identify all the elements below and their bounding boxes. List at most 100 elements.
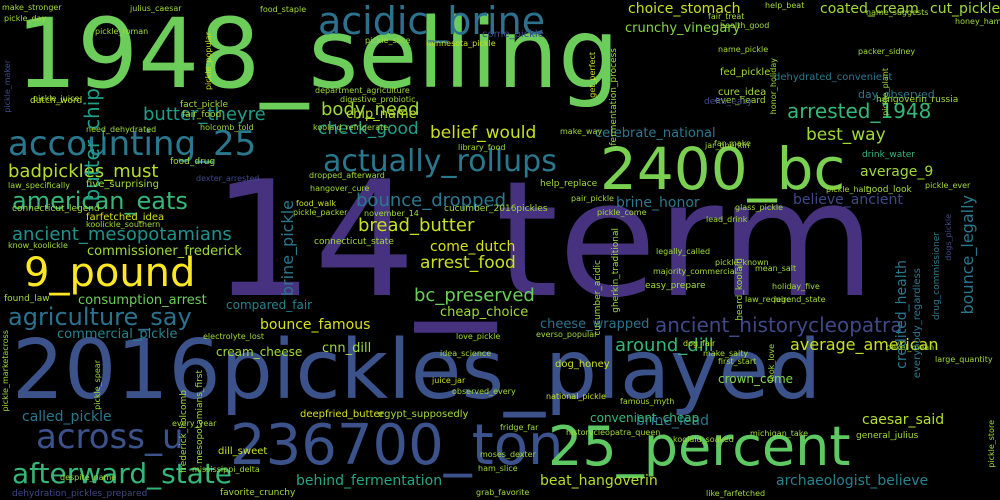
word: accounting_25 xyxy=(8,124,257,164)
word: holiday_five xyxy=(772,282,820,291)
word: hangover_cure xyxy=(310,184,370,193)
word: commercial_pickle xyxy=(57,327,178,342)
word: pickle_half xyxy=(826,185,869,194)
word: look_love xyxy=(767,344,776,382)
word: pickle_known xyxy=(715,258,769,267)
word: commissioner_frederick xyxy=(87,244,242,259)
word: beat_hangoverin xyxy=(540,473,658,489)
word: good_look xyxy=(866,185,912,195)
word: cucumber_2016pickles xyxy=(444,204,548,214)
word: dog_honey xyxy=(555,359,610,370)
word: moses_dexter xyxy=(480,450,536,459)
word: pickle_packer xyxy=(293,208,348,217)
word: everybody_regardless xyxy=(912,268,923,379)
word: brine_lead xyxy=(636,413,709,429)
word: cut_pickle xyxy=(930,1,1000,17)
word: far_make xyxy=(714,139,751,148)
word: make_way xyxy=(560,127,603,136)
word: favorite_crunchy xyxy=(220,488,296,498)
word: mean_salt xyxy=(755,264,797,273)
word: name_suggests xyxy=(866,8,929,17)
word: food_walk xyxy=(296,199,336,208)
word: caesar_said xyxy=(862,412,945,428)
word: food_staple xyxy=(260,5,307,14)
word: credited_health xyxy=(894,260,910,369)
word: frederick_holcomb xyxy=(179,390,189,473)
word: come_dutch xyxy=(430,239,516,255)
word: american_eats xyxy=(12,187,188,215)
word: idea_science xyxy=(440,349,492,358)
word: pickle_store xyxy=(987,420,996,468)
word: around_dill xyxy=(615,335,714,356)
word: fridge_far xyxy=(500,423,539,432)
word: pickle_slice xyxy=(365,36,411,45)
word: coated_cream xyxy=(820,1,919,17)
word: belief_would xyxy=(430,123,537,143)
word: pickle_marketacross xyxy=(1,330,10,412)
word: fair_treat xyxy=(708,12,745,21)
word: dexter_arrested xyxy=(196,174,260,183)
word: brine_honor xyxy=(616,195,700,211)
word: minnesota_pickle xyxy=(426,39,496,48)
word: 236700_ton xyxy=(230,413,564,478)
word: jar_gherkin xyxy=(705,141,750,150)
word: drink_water xyxy=(862,150,915,160)
word: consumption_arrest xyxy=(78,293,207,308)
word: pickle_spear xyxy=(93,360,102,410)
word: digestive_probiotic xyxy=(340,95,416,104)
word: november_14 xyxy=(364,209,419,218)
word: archaeologist_believe xyxy=(776,473,929,489)
word: egypt_supposedly xyxy=(378,409,469,420)
word: law_require xyxy=(745,295,792,304)
word: health_good xyxy=(720,21,770,30)
word: honor_holiday xyxy=(769,58,778,115)
word: ever_heard xyxy=(715,96,766,106)
word: celebrate_national xyxy=(595,126,716,141)
word: average_american xyxy=(790,335,939,354)
word: fermentation_process xyxy=(609,48,619,146)
word: fair_food xyxy=(182,110,222,120)
word: best_way xyxy=(806,125,886,145)
word: 1948_selling xyxy=(16,0,620,110)
word: pickle_roman xyxy=(95,27,149,36)
word: 2400_bc xyxy=(600,135,846,203)
word: actually_rollups xyxy=(323,144,557,179)
word: cheese_wrapped xyxy=(540,317,650,332)
word: gherkin_traditional xyxy=(611,228,621,313)
word: dutch_word xyxy=(30,96,83,106)
word: general_julius xyxy=(856,431,919,441)
word: mississippi_delta xyxy=(192,465,260,474)
word: easy_prepare xyxy=(645,281,706,291)
word: five_surprising xyxy=(86,179,159,190)
word: get_perfect xyxy=(588,52,597,98)
word: agriculture_say xyxy=(8,303,192,331)
word: 14_term xyxy=(212,146,876,333)
word: body_need xyxy=(321,99,420,120)
word: honey_ham xyxy=(955,17,1000,26)
word: bc_preserved xyxy=(414,285,535,306)
word: observed_every xyxy=(452,387,516,396)
word: electrolyte_lost xyxy=(203,332,265,341)
word: pickle_plant xyxy=(881,68,890,116)
word: bounce_famous xyxy=(260,317,371,333)
word: food_drug xyxy=(170,157,216,167)
word: fact_pickle xyxy=(180,100,229,110)
word: library_food xyxy=(458,143,506,152)
word: 25_percent xyxy=(548,415,851,478)
word: acidic_brine xyxy=(318,0,546,43)
word: pickle_ever xyxy=(925,181,971,190)
word: crown_come xyxy=(718,372,794,386)
word: connecticut_state xyxy=(314,237,394,247)
word: chip_name xyxy=(346,107,417,122)
word: dropped_afterward xyxy=(309,171,385,180)
word: delta_easy xyxy=(704,97,753,107)
word: know_koolickle xyxy=(8,241,68,250)
word: dehydration_pickles_prepared xyxy=(12,489,148,499)
word: help_beat xyxy=(765,1,805,10)
word: convenient_cheap xyxy=(590,411,700,425)
word: dog_fair xyxy=(683,339,716,348)
word: ancient_mesopotamians xyxy=(12,224,232,245)
word: across_u xyxy=(36,417,184,457)
word: butter_theyre xyxy=(143,104,266,125)
